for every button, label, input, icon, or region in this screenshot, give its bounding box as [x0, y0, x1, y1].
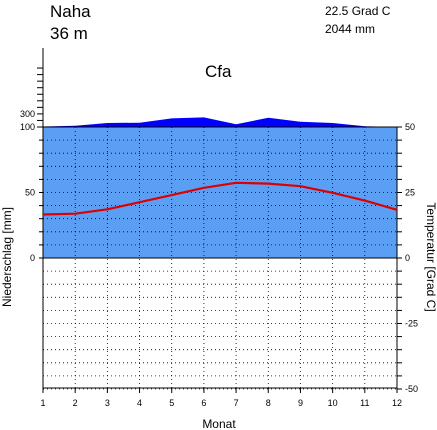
right-tick-label: -25: [405, 319, 418, 329]
x-tick-label: 12: [392, 398, 402, 408]
x-tick-label: 5: [169, 398, 174, 408]
right-axis-label: Temperatur [Grad C]: [424, 202, 437, 311]
right-tick-label: 25: [405, 188, 415, 198]
right-tick-label: 0: [405, 253, 410, 263]
station-name: Naha: [50, 2, 91, 21]
left-axis-label: Niederschlag [mm]: [0, 207, 14, 307]
x-tick-label: 4: [137, 398, 142, 408]
x-tick-label: 9: [298, 398, 303, 408]
left-tick-label: 0: [30, 253, 35, 263]
x-axis-label: Monat: [202, 417, 236, 430]
x-tick-label: 3: [105, 398, 110, 408]
left-tick-label: 300: [20, 109, 35, 119]
perhumid-area: [43, 117, 397, 127]
x-tick-label: 11: [360, 398, 369, 408]
annual-precipitation: 2044 mm: [325, 22, 375, 36]
x-tick-label: 7: [234, 398, 239, 408]
temperature-line: [42, 181, 398, 216]
mean-temperature: 22.5 Grad C: [325, 4, 391, 18]
right-tick-label: -50: [405, 384, 418, 394]
station-elevation: 36 m: [50, 24, 88, 43]
x-tick-label: 2: [73, 398, 78, 408]
x-tick-label: 1: [40, 398, 45, 408]
x-tick-label: 8: [266, 398, 271, 408]
left-tick-label: 100: [20, 122, 35, 132]
left-tick-label: 50: [25, 188, 35, 198]
climate-class: Cfa: [205, 62, 232, 81]
x-tick-label: 10: [328, 398, 338, 408]
right-tick-label: 50: [405, 122, 415, 132]
x-tick-label: 6: [201, 398, 206, 408]
